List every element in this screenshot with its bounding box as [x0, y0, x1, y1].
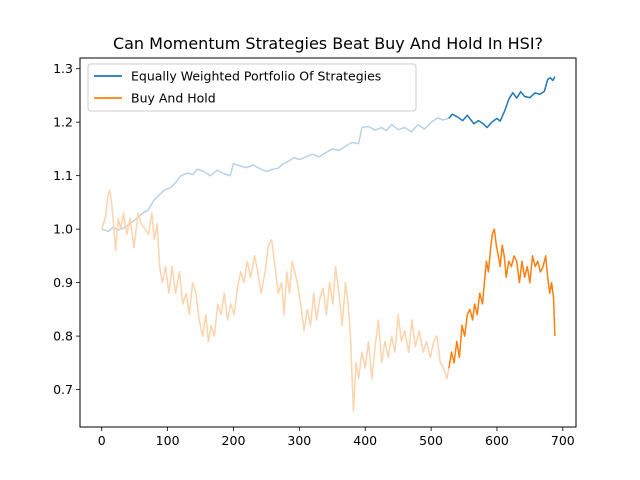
legend-label-1: Buy And Hold: [131, 91, 216, 106]
legend-label-0: Equally Weighted Portfolio Of Strategies: [131, 69, 381, 84]
series-1-line-faded: [100, 189, 450, 412]
x-tick-label: 700: [551, 433, 575, 448]
x-tick-label: 400: [353, 433, 377, 448]
y-tick-label: 0.9: [53, 275, 73, 290]
x-axis: 0 100 200 300 400 500 600 700: [98, 427, 575, 448]
series-1-line-highlight: [448, 228, 556, 369]
y-tick-label: 0.7: [53, 382, 73, 397]
legend-box: [87, 63, 417, 112]
y-tick-label: 1.2: [53, 115, 73, 130]
y-tick-label: 0.8: [53, 329, 73, 344]
series-0-line-faded: [101, 117, 450, 233]
y-axis: 0.7 0.8 0.9 1.0 1.1 1.2 1.3: [53, 61, 80, 397]
x-tick-label: 500: [419, 433, 443, 448]
series-0-line-highlight: [448, 76, 556, 129]
x-tick-label: 200: [222, 433, 246, 448]
plot-frame: [79, 57, 577, 428]
chart-title: Can Momentum Strategies Beat Buy And Hol…: [113, 34, 543, 53]
y-tick-label: 1.3: [53, 61, 73, 76]
y-tick-label: 1.0: [53, 222, 73, 237]
x-tick-label: 100: [156, 433, 180, 448]
x-tick-label: 600: [485, 433, 509, 448]
x-tick-label: 300: [287, 433, 311, 448]
legend: Equally Weighted Portfolio Of Strategies…: [87, 63, 417, 112]
plot-lines: [100, 76, 556, 412]
x-tick-label: 0: [98, 433, 106, 448]
y-tick-label: 1.1: [53, 168, 73, 183]
